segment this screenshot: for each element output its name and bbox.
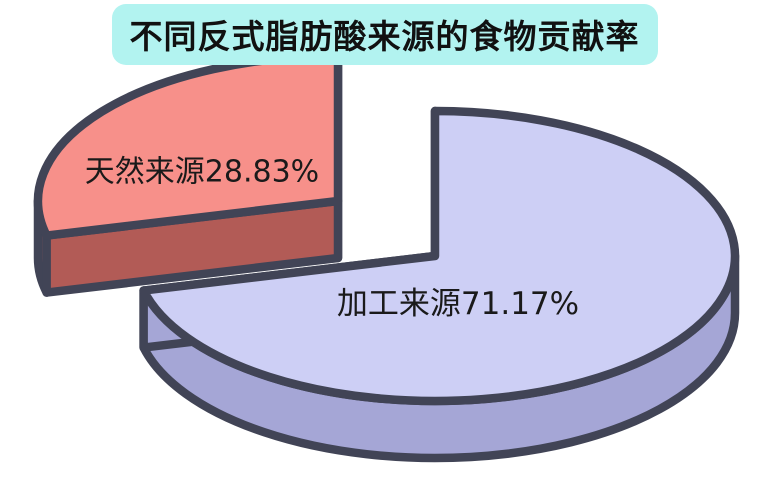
pie-label-natural: 天然来源28.83% [85, 155, 319, 190]
pie-label-processed: 加工来源71.17% [337, 286, 579, 322]
chart-title: 不同反式脂肪酸来源的食物贡献率 [111, 4, 658, 65]
pie-slice-processed-top [139, 106, 740, 406]
pie-slice-natural-top [33, 51, 343, 240]
pie-slice-processed [139, 106, 740, 463]
